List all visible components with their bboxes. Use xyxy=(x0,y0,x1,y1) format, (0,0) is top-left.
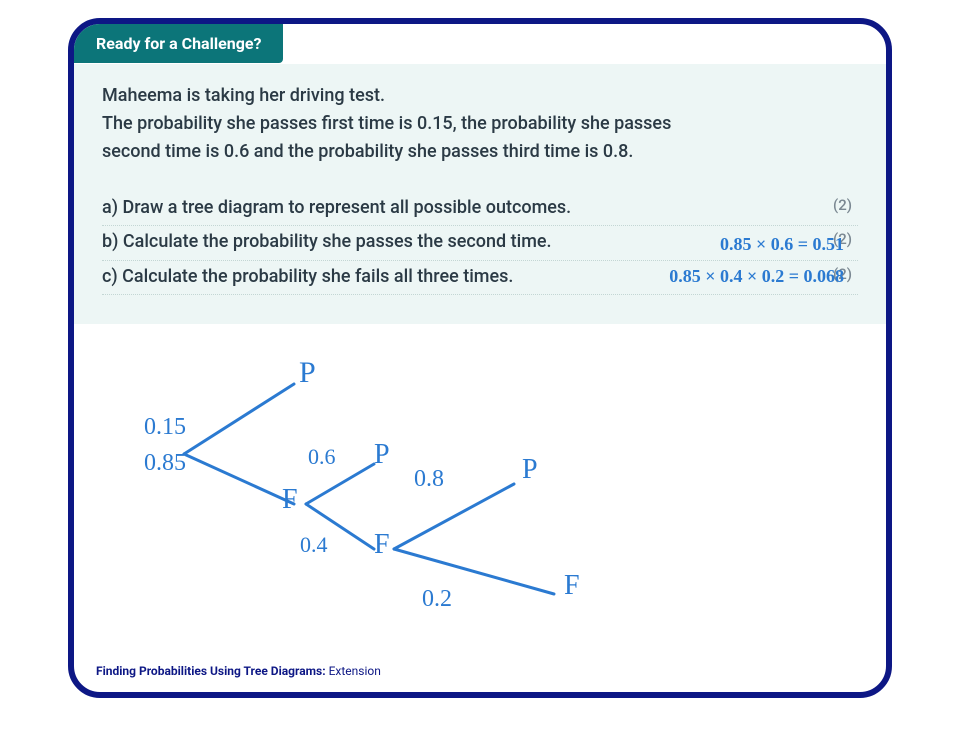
tree-label: P xyxy=(299,356,316,390)
tree-label: 0.15 xyxy=(144,414,186,441)
question-block: Maheema is taking her driving test. The … xyxy=(74,64,886,324)
tree-label: 0.85 xyxy=(144,450,186,477)
part-text: a) Draw a tree diagram to represent all … xyxy=(102,197,571,218)
tree-branch xyxy=(184,454,294,504)
tree-label: 0.8 xyxy=(414,466,444,493)
handwritten-answer-c: 0.85 × 0.4 × 0.2 = 0.068 xyxy=(669,266,844,287)
prompt-line: Maheema is taking her driving test. xyxy=(102,82,858,110)
handwritten-answer-b: 0.85 × 0.6 = 0.51 xyxy=(720,234,844,255)
tree-branch xyxy=(306,464,374,504)
tree-label: F xyxy=(564,570,580,602)
tree-diagram-svg xyxy=(74,324,886,654)
part-text: b) Calculate the probability she passes … xyxy=(102,231,552,252)
prompt-line: The probability she passes first time is… xyxy=(102,110,858,138)
part-marks: (2) xyxy=(833,192,852,218)
badge-text: Ready for a Challenge? xyxy=(96,34,261,53)
tree-diagram-area: P0.150.85F0.6P0.4F0.8PF0.2 xyxy=(74,324,886,654)
question-prompt: Maheema is taking her driving test. The … xyxy=(102,82,858,166)
footer-subtitle: Extension xyxy=(326,664,381,678)
tree-branch xyxy=(394,549,554,594)
footer-label: Finding Probabilities Using Tree Diagram… xyxy=(96,664,381,678)
tree-label: F xyxy=(282,484,298,516)
tree-label: P xyxy=(374,439,390,471)
tree-label: 0.4 xyxy=(300,532,328,558)
challenge-badge: Ready for a Challenge? xyxy=(74,24,283,63)
tree-label: 0.2 xyxy=(422,586,452,613)
tree-label: F xyxy=(374,529,390,561)
part-a: a) Draw a tree diagram to represent all … xyxy=(102,192,858,227)
tree-label: P xyxy=(522,454,538,486)
tree-label: 0.6 xyxy=(308,444,336,470)
challenge-card: Ready for a Challenge? Maheema is taking… xyxy=(68,18,892,698)
tree-branch xyxy=(394,484,514,549)
tree-branch xyxy=(184,384,294,454)
footer-title: Finding Probabilities Using Tree Diagram… xyxy=(96,664,326,678)
part-text: c) Calculate the probability she fails a… xyxy=(102,266,513,287)
prompt-line: second time is 0.6 and the probability s… xyxy=(102,138,858,166)
